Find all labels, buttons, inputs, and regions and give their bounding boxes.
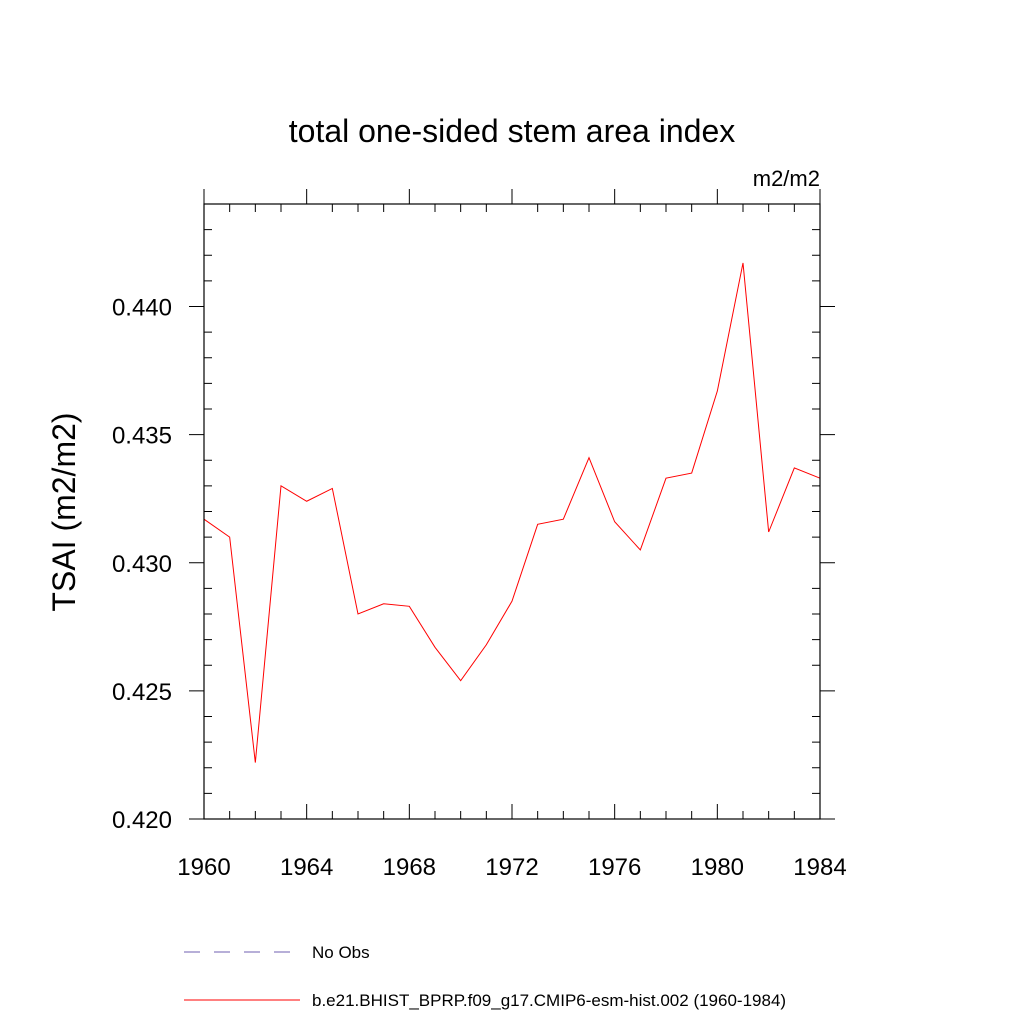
x-tick-label: 1984 <box>793 854 846 881</box>
major-ticks <box>189 189 835 820</box>
y-tick-label: 0.420 <box>112 807 172 834</box>
legend-label: b.e21.BHIST_BPRP.f09_g17.CMIP6-esm-hist.… <box>312 991 786 1010</box>
y-tick-label: 0.435 <box>112 423 172 450</box>
y-tick-label: 0.440 <box>112 295 172 322</box>
x-tick-label: 1968 <box>383 854 436 881</box>
x-tick-label: 1972 <box>485 854 538 881</box>
series-line <box>203 262 821 763</box>
x-tick-label: 1980 <box>691 854 744 881</box>
y-tick-labels: 0.420 0.425 0.430 0.435 0.440 <box>112 295 172 835</box>
chart-title: total one-sided stem area index <box>289 113 735 149</box>
x-tick-label: 1976 <box>588 854 641 881</box>
x-tick-label: 1960 <box>177 854 230 881</box>
legend-label: No Obs <box>312 943 370 962</box>
x-tick-labels: 1960 1964 1968 1972 1976 1980 1984 <box>177 854 846 881</box>
legend: No Obs b.e21.BHIST_BPRP.f09_g17.CMIP6-esm… <box>184 943 786 1010</box>
plot-frame <box>203 203 821 820</box>
y-tick-label: 0.430 <box>112 551 172 578</box>
minor-ticks <box>204 203 820 819</box>
y-tick-label: 0.425 <box>112 679 172 706</box>
y-axis-label: TSAI (m2/m2) <box>46 412 82 611</box>
x-tick-label: 1964 <box>280 854 333 881</box>
series-layer <box>203 262 821 763</box>
units-label: m2/m2 <box>753 166 820 191</box>
